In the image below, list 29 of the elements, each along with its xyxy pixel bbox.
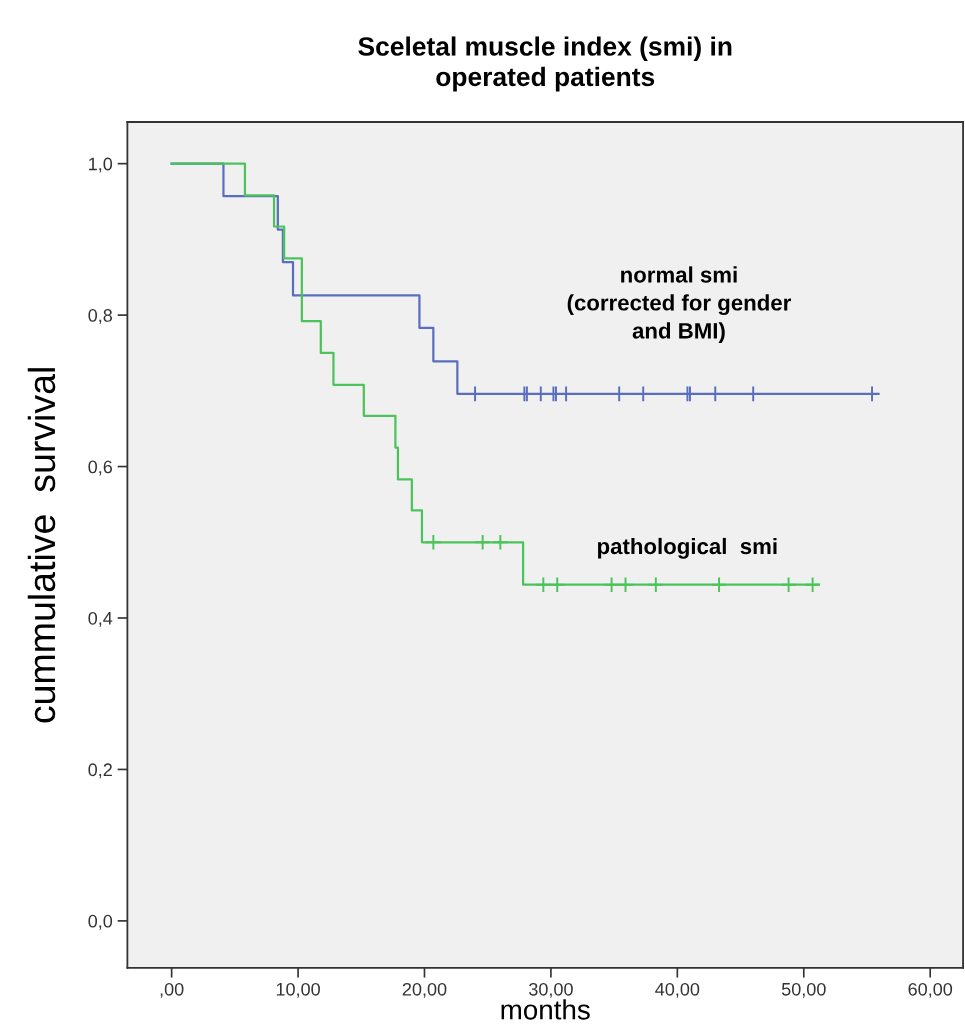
y-tick-label: 1,0 [89,157,113,173]
y-tick-label: 0,0 [88,914,113,930]
y-tick-label: 0,2 [88,763,112,779]
point [492,534,509,551]
point [710,576,728,593]
series-label: pathological smi [598,537,777,559]
y-tick-label: 0,8 [88,309,113,324]
text: normal smi (corrected for gender and BMI) [567,266,791,344]
chart-title: Sceletal muscle index (smi) in operated patients [358,36,732,92]
y-tick-label: 0,6 [88,460,113,476]
x-tick-label: 50,00 [781,982,826,998]
point [474,534,491,551]
point [780,576,797,593]
point [647,576,665,593]
x-tick-label: 10,00 [276,982,320,998]
x-tick-label: ,00 [160,982,184,998]
point [804,576,821,593]
x-axis-title: months [501,999,590,1020]
point [603,576,620,593]
y-axis-title: cummulative survival [27,368,56,723]
point [535,576,552,593]
point [548,576,566,593]
x-tick-label: 30,00 [529,982,573,998]
y-tick-label: 0,4 [88,611,113,627]
point [617,576,634,593]
x-tick-label: 20,00 [402,982,447,998]
point [425,534,442,551]
x-tick-label: 60,00 [908,982,953,998]
x-tick-label: 40,00 [655,982,700,998]
